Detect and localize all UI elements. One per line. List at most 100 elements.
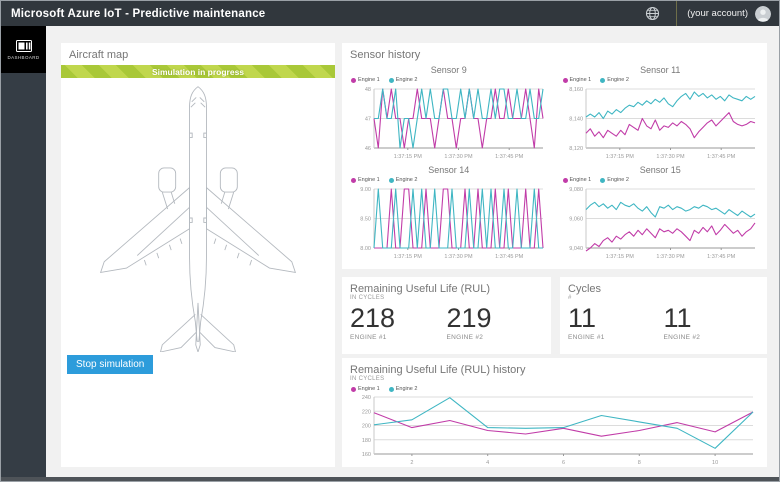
legend-dot-icon <box>351 77 356 83</box>
chart-legend: Engine 1 Engine 2 <box>562 76 760 84</box>
avatar <box>755 5 771 22</box>
aircraft-top-view-image <box>99 86 297 352</box>
cycles-engine2-kpi: 11 ENGINE #2 <box>663 303 760 342</box>
rul-history-title: Remaining Useful Life (RUL) history <box>350 364 526 376</box>
svg-text:220: 220 <box>362 409 371 415</box>
chart-title: Sensor 14 <box>428 165 470 175</box>
account-label: (your account) <box>687 8 748 19</box>
legend-dot-icon <box>388 177 394 183</box>
sensor-history-panel: Sensor history Sensor 9 Engine 1 Engine 2… <box>342 43 767 269</box>
svg-text:180: 180 <box>362 438 371 444</box>
chart-legend: Engine 1 Engine 2 <box>351 176 548 184</box>
rul-engine1-label: ENGINE #1 <box>350 334 387 342</box>
legend-dot-icon <box>562 177 568 183</box>
svg-text:8: 8 <box>638 460 641 466</box>
svg-text:240: 240 <box>362 395 371 401</box>
svg-text:1:37:30 PM: 1:37:30 PM <box>656 254 685 260</box>
legend-item: Engine 2 <box>388 77 417 83</box>
rul-engine2-label: ENGINE #2 <box>446 334 484 342</box>
svg-text:1:37:30 PM: 1:37:30 PM <box>656 154 685 160</box>
legend-item: Engine 2 <box>600 177 629 183</box>
globe-icon <box>646 6 660 21</box>
chart-title: Sensor 9 <box>430 65 467 75</box>
aircraft-map-title: Aircraft map <box>69 49 129 61</box>
svg-text:1:37:15 PM: 1:37:15 PM <box>394 154 423 160</box>
svg-text:9,060: 9,060 <box>569 217 583 223</box>
svg-text:1:37:15 PM: 1:37:15 PM <box>605 154 634 160</box>
svg-text:1:37:45 PM: 1:37:45 PM <box>707 254 736 260</box>
cycles-engine1-kpi: 11 ENGINE #1 <box>568 303 664 342</box>
svg-text:9,080: 9,080 <box>569 187 583 193</box>
svg-text:1:37:15 PM: 1:37:15 PM <box>394 254 423 260</box>
sidebar-item-dashboard[interactable]: DASHBOARD <box>1 26 46 73</box>
legend-item: Engine 2 <box>388 386 417 392</box>
svg-text:47: 47 <box>365 117 371 123</box>
svg-text:10: 10 <box>712 460 718 466</box>
account-menu[interactable]: (your account) <box>677 1 779 26</box>
svg-text:9.00: 9.00 <box>360 187 371 193</box>
app-title: Microsoft Azure IoT - Predictive mainten… <box>11 7 266 20</box>
sensor-15-chart: Sensor 15 Engine 1 Engine 2 9,040 9,060 9,0… <box>562 162 760 262</box>
dashboard-icon <box>15 39 32 52</box>
person-icon <box>755 5 771 22</box>
rul-history-subtitle: IN CYCLES <box>350 376 385 382</box>
sensor-15-plot: 9,040 9,060 9,080 1:37:15 PM 1:37:30 PM 1:37:… <box>569 187 755 260</box>
aircraft-map-panel: Aircraft map Simulation in progress <box>61 43 335 467</box>
svg-text:160: 160 <box>362 452 371 458</box>
rul-engine1-value: 218 <box>350 303 396 333</box>
svg-text:2: 2 <box>410 460 413 466</box>
legend-dot-icon <box>351 177 356 183</box>
top-bar: Microsoft Azure IoT - Predictive mainten… <box>1 1 779 26</box>
sensor-history-title: Sensor history <box>350 49 421 61</box>
legend-item: Engine 2 <box>600 77 629 83</box>
rul-engine2-value: 219 <box>446 303 492 333</box>
chart-legend: Engine 1 Engine 2 <box>351 385 759 393</box>
rul-engine1-kpi: 218 ENGINE #1 <box>350 303 447 342</box>
cycles-title: Cycles <box>568 283 602 295</box>
rul-history-panel: Remaining Useful Life (RUL) history IN C… <box>342 358 767 467</box>
simulation-progress-banner: Simulation in progress <box>61 65 335 78</box>
svg-text:8,160: 8,160 <box>569 87 583 93</box>
cycles-engine2-label: ENGINE #2 <box>663 334 701 342</box>
stop-simulation-button[interactable]: Stop simulation <box>67 355 154 374</box>
svg-text:1:37:15 PM: 1:37:15 PM <box>605 254 634 260</box>
svg-text:1:37:45 PM: 1:37:45 PM <box>707 154 736 160</box>
svg-text:8.50: 8.50 <box>360 217 371 223</box>
rul-title: Remaining Useful Life (RUL) <box>350 283 490 295</box>
legend-item: Engine 1 <box>562 77 591 83</box>
svg-text:8,120: 8,120 <box>569 146 583 152</box>
sidebar-item-label: DASHBOARD <box>7 54 40 60</box>
chart-legend: Engine 1 Engine 2 <box>351 76 548 84</box>
legend-item: Engine 1 <box>351 177 380 183</box>
cycles-engine1-label: ENGINE #1 <box>568 334 605 342</box>
cycles-subtitle: # <box>568 295 572 301</box>
cycles-kpis: 11 ENGINE #1 11 ENGINE #2 <box>568 303 760 342</box>
legend-item: Engine 1 <box>562 177 591 183</box>
topbar-divider <box>676 1 678 26</box>
chart-title: Sensor 15 <box>639 165 681 175</box>
legend-dot-icon <box>562 77 568 83</box>
svg-text:1:37:30 PM: 1:37:30 PM <box>444 154 473 160</box>
topbar-right: (your account) <box>645 1 779 26</box>
svg-text:8.00: 8.00 <box>360 246 371 252</box>
cycles-engine2-value: 11 <box>663 303 692 333</box>
sensor-11-chart: Sensor 11 Engine 1 Engine 2 8,120 8,140 8,1… <box>562 62 760 162</box>
rul-engine2-kpi: 219 ENGINE #2 <box>446 303 544 342</box>
rul-subtitle: IN CYCLES <box>350 295 385 301</box>
cycles-engine1-value: 11 <box>568 303 597 333</box>
rul-panel: Remaining Useful Life (RUL) IN CYCLES 21… <box>342 277 551 354</box>
legend-item: Engine 2 <box>388 177 417 183</box>
legend-dot-icon <box>351 386 356 392</box>
sensor-11-plot: 8,120 8,140 8,160 1:37:15 PM 1:37:30 PM 1:37:… <box>569 87 755 160</box>
sensor-9-plot: 46 47 48 1:37:15 PM 1:37:30 PM 1:37:45 PM <box>365 87 544 160</box>
simulation-banner-label: Simulation in progress <box>151 66 245 77</box>
svg-text:9,040: 9,040 <box>569 246 583 252</box>
legend-dot-icon <box>388 386 394 392</box>
cycles-panel: Cycles # 11 ENGINE #1 11 ENGINE #2 <box>560 277 767 354</box>
language-globe-button[interactable] <box>645 6 660 21</box>
left-nav: DASHBOARD <box>1 26 46 477</box>
svg-text:4: 4 <box>486 460 489 466</box>
sensor-charts-grid: Sensor 9 Engine 1 Engine 2 46 47 48 1:37:15 … <box>350 62 759 262</box>
chart-title: Sensor 11 <box>640 65 681 75</box>
